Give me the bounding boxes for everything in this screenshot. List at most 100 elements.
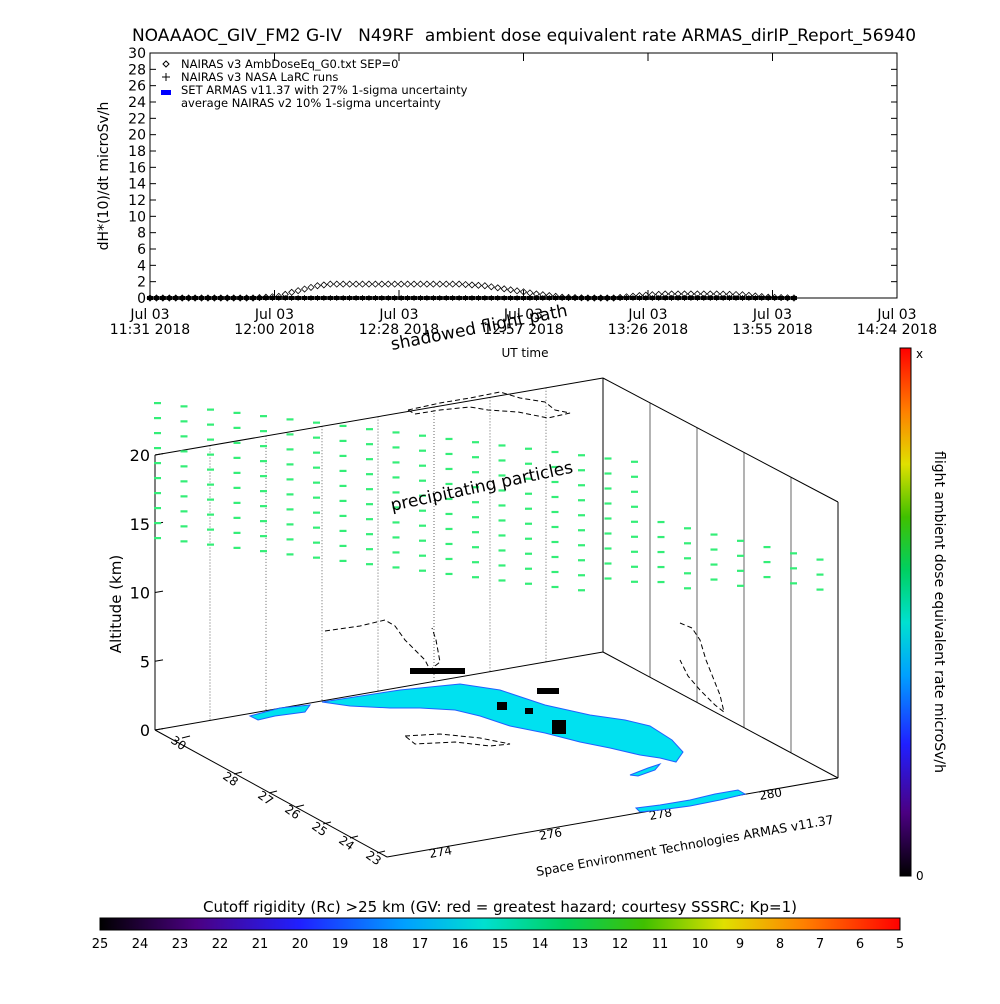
colorbar-tick-label: 7 <box>816 937 824 952</box>
particle-dash <box>525 492 532 495</box>
x-tick-label: 12:00 2018 <box>234 322 314 338</box>
particle-dash <box>154 522 161 525</box>
particle-dash <box>498 489 506 492</box>
armas-marker <box>733 296 740 300</box>
flight-path-ground <box>403 733 511 747</box>
armas-marker <box>269 296 276 300</box>
armas-marker <box>765 296 772 300</box>
altitude-tick-mark <box>154 659 164 662</box>
armas-marker <box>694 296 701 300</box>
armas-marker <box>700 296 707 300</box>
latitude-tick-label: 25 <box>309 819 330 839</box>
particle-dash <box>816 558 824 561</box>
particle-dash <box>710 533 718 536</box>
particle-dash <box>313 481 320 484</box>
colorbar-tick-label: 5 <box>896 937 904 952</box>
particle-dash <box>233 546 241 549</box>
armas-marker <box>333 296 340 300</box>
x-tick-label: Jul 03 <box>503 307 543 323</box>
particle-dash <box>154 477 161 480</box>
particle-dash <box>657 520 665 524</box>
particle-dash <box>710 563 718 566</box>
armas-marker <box>172 296 179 300</box>
latitude-tick-mark <box>295 804 305 808</box>
particle-dash <box>578 574 585 577</box>
particle-dash <box>604 547 612 550</box>
particle-dash <box>233 456 241 459</box>
colorbar-tick-label: 18 <box>372 937 389 952</box>
diamond-marker <box>404 280 412 288</box>
altitude-tick-label: 20 <box>130 446 150 465</box>
particle-dash <box>313 496 320 499</box>
particle-dash <box>339 424 347 428</box>
colorbar-tick-label: 14 <box>532 937 549 952</box>
particle-dash <box>472 486 479 489</box>
particle-dash <box>498 504 506 507</box>
latitude-tick-mark <box>181 735 191 739</box>
x-tick-label: Jul 03 <box>627 307 667 323</box>
altitude-tick-mark <box>154 590 164 593</box>
particle-dash <box>445 467 453 471</box>
particle-dash <box>578 454 585 457</box>
latitude-tick-mark <box>233 771 243 775</box>
particle-dash <box>790 582 797 585</box>
flight-path-shadow-top <box>406 391 571 419</box>
particle-dash <box>790 552 797 555</box>
particle-dash <box>207 468 214 471</box>
armas-marker <box>230 296 237 300</box>
armas-marker <box>584 296 591 300</box>
legend-diamond-icon <box>162 60 170 68</box>
particle-dash <box>286 463 294 466</box>
box-edge <box>154 377 604 456</box>
armas-marker <box>153 296 160 300</box>
particle-dash <box>286 433 294 436</box>
particle-dash <box>551 555 559 559</box>
particle-dash <box>233 411 241 414</box>
particle-dash <box>445 572 453 576</box>
particle-dash <box>631 475 638 478</box>
armas-marker <box>159 296 166 300</box>
colorbar-bottom: Cutoff rigidity (Rc) >25 km (GV: red = g… <box>92 898 904 952</box>
armas-marker <box>488 296 495 300</box>
x-tick-label: Jul 03 <box>129 307 169 323</box>
x-tick-label: 13:55 2018 <box>732 322 812 338</box>
armas-marker <box>771 296 778 300</box>
diamond-marker <box>288 288 296 296</box>
particle-dash <box>472 576 479 579</box>
armas-marker <box>642 296 649 300</box>
particle-dash <box>525 582 532 585</box>
diamond-marker <box>713 290 721 298</box>
armas-marker <box>391 296 398 300</box>
particle-dash <box>578 514 585 517</box>
diamond-marker <box>455 280 463 288</box>
particle-dash <box>366 518 373 521</box>
legend-entry-nairas-v2: average NAIRAS v2 10% 1-sigma uncertaint… <box>181 96 441 110</box>
diamond-marker <box>468 281 476 289</box>
particle-dash <box>233 471 241 474</box>
particle-dash <box>578 544 585 547</box>
altitude-tick-mark <box>154 453 164 456</box>
diamond-marker <box>339 280 347 288</box>
particle-dash <box>657 565 665 569</box>
particle-dash <box>763 560 771 564</box>
particle-dash <box>392 476 400 479</box>
armas-marker <box>314 296 321 300</box>
particle-dash <box>180 435 188 438</box>
colorbar-tick-label: 15 <box>492 937 509 952</box>
particle-dash <box>260 505 267 508</box>
particle-dash <box>737 539 744 542</box>
particle-dash <box>525 552 532 555</box>
latitude-tick-label: 27 <box>255 788 276 808</box>
top-series-layer <box>146 280 798 302</box>
particle-dash <box>816 588 824 591</box>
armas-marker <box>462 296 469 300</box>
colorbar-right-title: flight ambient dose equivalent rate micr… <box>931 451 947 773</box>
particle-dash <box>631 565 638 568</box>
particle-dash <box>604 562 612 565</box>
particle-dash <box>180 405 188 408</box>
particle-dash <box>551 480 559 484</box>
armas-marker <box>501 296 508 300</box>
particle-dash <box>684 557 691 560</box>
